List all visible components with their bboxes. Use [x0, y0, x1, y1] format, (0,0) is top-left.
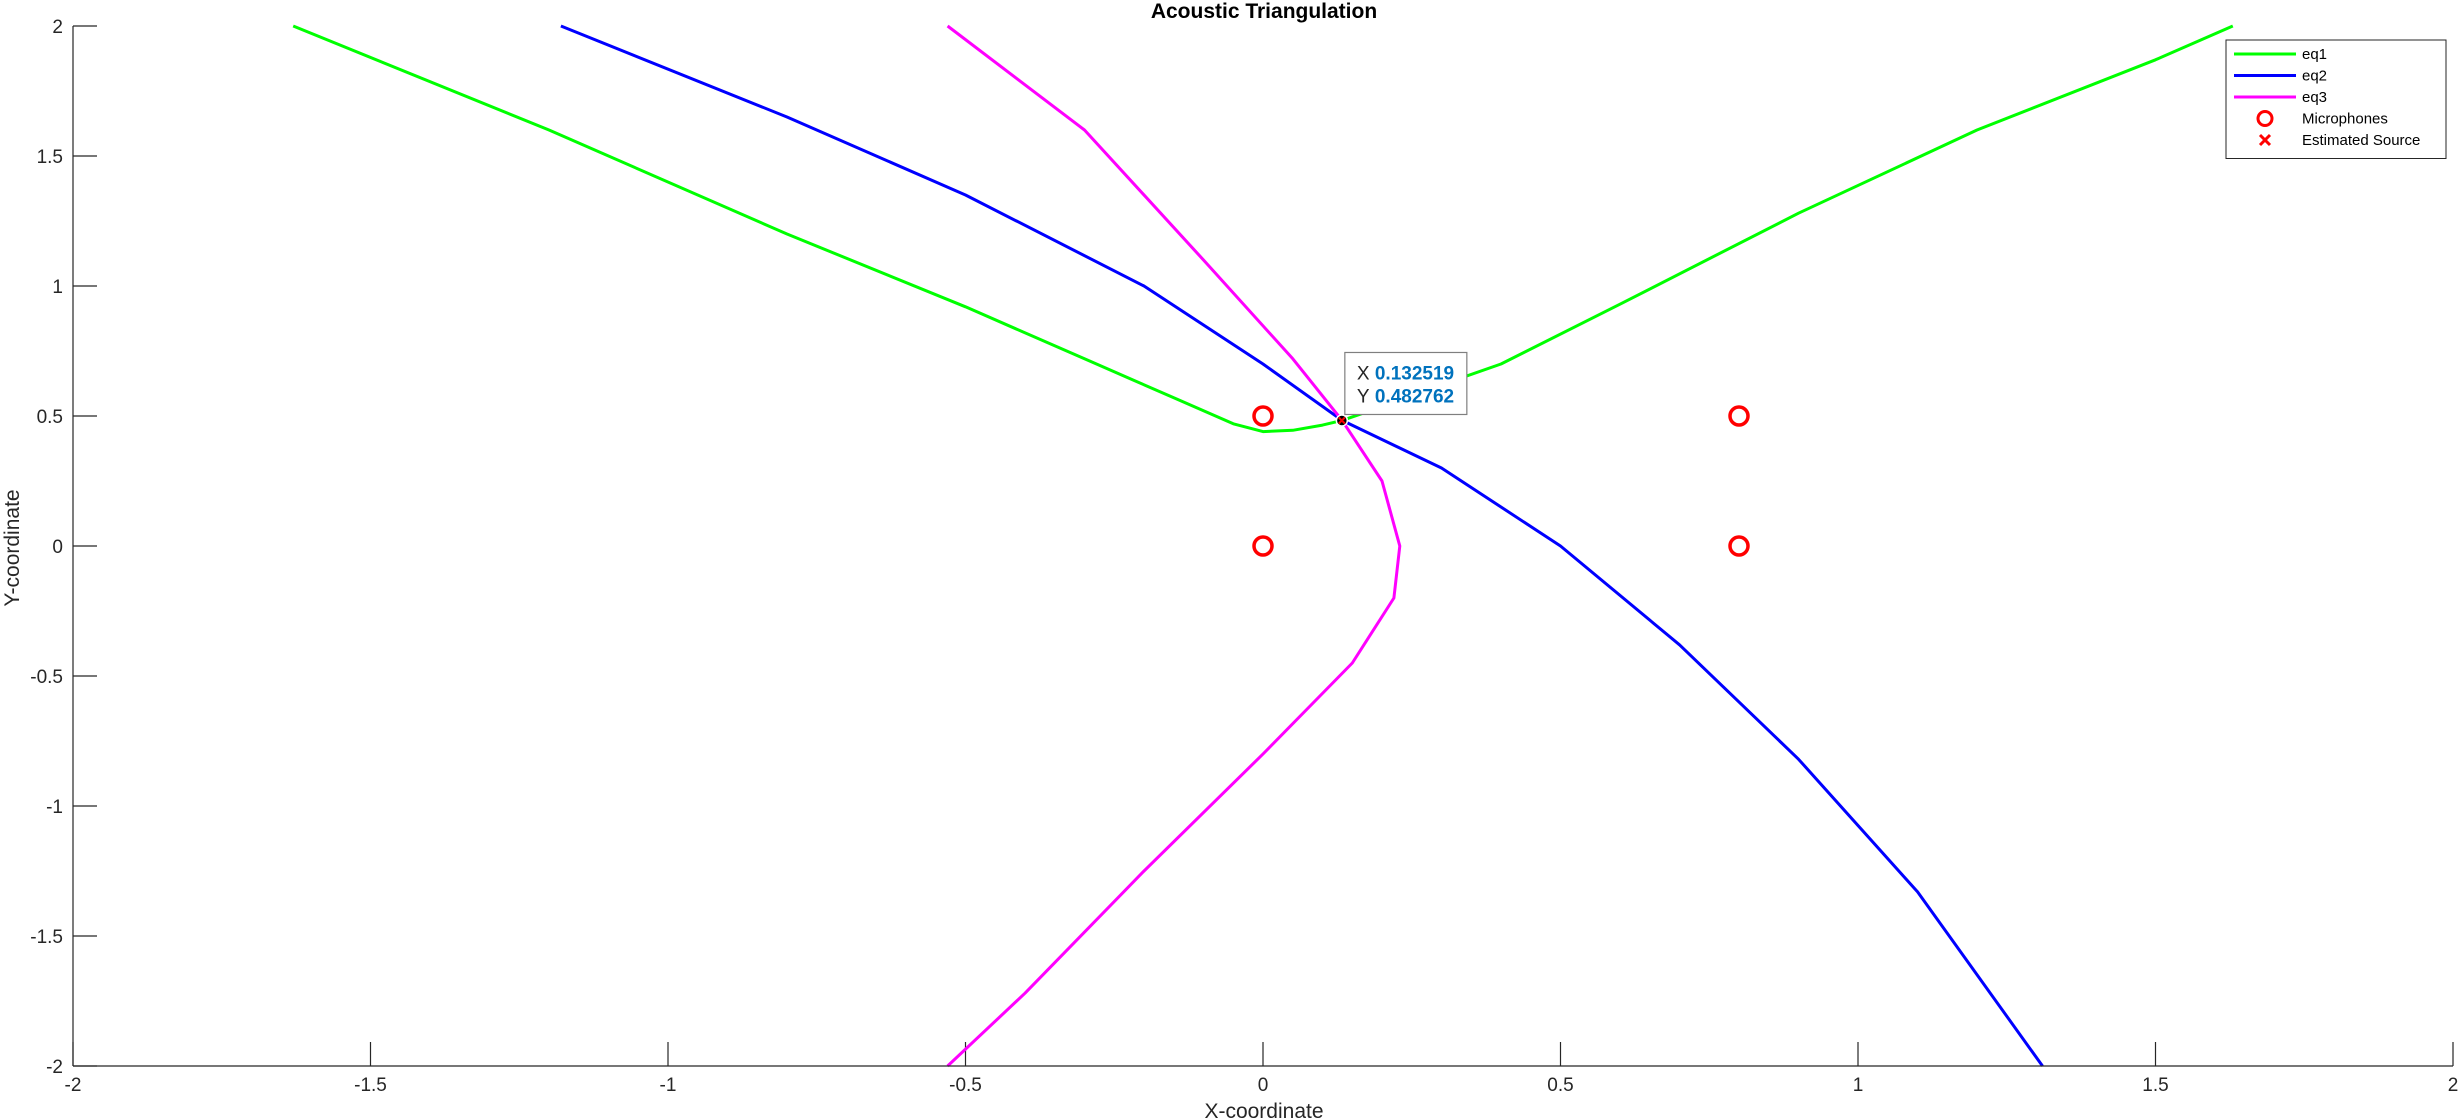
legend[interactable]: eq1 eq2 eq3 Microphones Estimated Source	[2225, 39, 2447, 159]
y-tick-label: 0.5	[37, 407, 63, 428]
x-tick-label: 0.5	[1547, 1075, 1573, 1096]
datatip-y-key: Y	[1357, 386, 1370, 407]
legend-marker-microphones	[2256, 110, 2274, 127]
estimated-source-marker	[1335, 414, 1349, 427]
x-tick-label: -0.5	[949, 1075, 982, 1096]
legend-marker-estimated-source	[2258, 133, 2272, 147]
y-tick-label: -1.5	[30, 927, 63, 948]
y-tick-label: -0.5	[30, 667, 63, 688]
estimated-source-x	[1338, 416, 1346, 425]
series-line-eq1	[292, 24, 2234, 434]
legend-label-marker: Microphones	[2302, 111, 2388, 128]
datatip-x-value: 0.132519	[1375, 363, 1454, 384]
axis-lines	[72, 26, 2453, 1067]
y-tick-label: 1	[52, 277, 63, 298]
y-tick-label: -1	[46, 797, 63, 818]
y-tick-label: 1.5	[37, 147, 63, 168]
series-line-eq2	[560, 24, 2044, 1067]
x-tick-label: 1.5	[2142, 1075, 2168, 1096]
series-lines	[292, 24, 2234, 1068]
legend-label-eq1: eq1	[2302, 46, 2327, 63]
legend-label-eq3: eq3	[2302, 89, 2327, 106]
microphone-marker	[1728, 405, 1750, 427]
x-tick-label: -1	[660, 1075, 677, 1096]
datatip-box	[1344, 351, 1468, 416]
chart-title: Acoustic Triangulation	[1151, 0, 1377, 23]
plot-area[interactable]: -2 -1.5 -1 -0.5 0 0.5 1 1.5 2 2 1.5 1 0.5 0 -0.5 -1 -1.5…	[30, 17, 2458, 1096]
y-tick-label: -2	[46, 1057, 63, 1078]
microphone-marker	[1252, 535, 1274, 557]
x-tick-label: 1	[1853, 1075, 1864, 1096]
x-tick-label: 2	[2448, 1075, 2459, 1096]
y-tick-label: 0	[52, 537, 63, 558]
x-tick-label: 0	[1258, 1075, 1269, 1096]
datatip-y-value: 0.482762	[1375, 386, 1454, 407]
microphone-marker	[1728, 535, 1750, 557]
series-line-eq3	[946, 24, 1402, 1068]
y-axis-label: Y-coordinate	[1, 489, 24, 606]
legend-label-eq2: eq2	[2302, 68, 2327, 85]
y-tick-label: 2	[52, 17, 63, 38]
datatip-x-key: X	[1357, 363, 1370, 384]
axes-background[interactable]	[73, 26, 2453, 1066]
legend-label-marker: Estimated Source	[2302, 132, 2420, 149]
markers	[1252, 405, 1750, 557]
x-tick-label: -2	[65, 1075, 82, 1096]
axis-ticks: -2 -1.5 -1 -0.5 0 0.5 1 1.5 2 2 1.5 1 0.5 0 -0.5 -1 -1.5…	[30, 17, 2458, 1096]
microphone-marker	[1252, 405, 1274, 427]
x-tick-label: -1.5	[354, 1075, 387, 1096]
x-axis-label: X-coordinate	[1204, 1100, 1323, 1120]
